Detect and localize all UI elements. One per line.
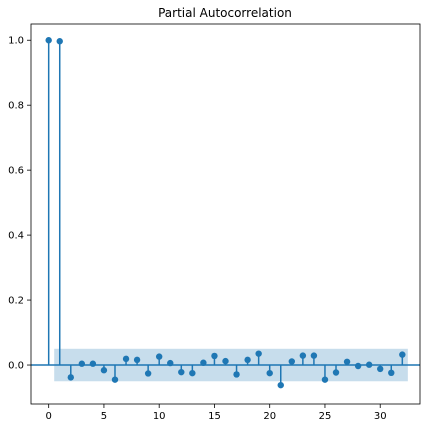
marker-lag-18	[244, 356, 251, 364]
marker-lag-13	[189, 369, 196, 377]
y-tick-label-0.2: 0.2	[8, 296, 24, 307]
marker-lag-32	[399, 351, 406, 358]
marker-layer	[45, 37, 406, 389]
marker-lag-17	[233, 371, 240, 378]
y-tick-label-1.0: 1.0	[8, 36, 24, 47]
marker-lag-30	[377, 365, 384, 373]
x-tick-label-0: 0	[45, 411, 51, 422]
marker-lag-3	[78, 360, 86, 367]
x-tick-label-10: 10	[153, 411, 166, 422]
marker-lag-26	[332, 369, 340, 376]
axes: 0 5 10 15 20 25 30 0.0 0.2 0.4 0.6 0.8 1.0	[8, 23, 421, 422]
marker-lag-31	[388, 369, 395, 377]
marker-lag-25	[321, 376, 329, 383]
marker-lag-29	[365, 361, 373, 368]
marker-lag-6	[111, 376, 119, 383]
y-tick-label-0.8: 0.8	[8, 101, 24, 112]
x-tick-label-30: 30	[374, 411, 387, 422]
marker-lag-23	[299, 352, 307, 359]
marker-lag-1	[56, 38, 63, 45]
y-tick-label-0.0: 0.0	[8, 361, 24, 372]
y-tick-label-0.4: 0.4	[8, 231, 24, 242]
x-tick-label-25: 25	[319, 411, 332, 422]
x-tick-label-5: 5	[101, 411, 107, 422]
marker-lag-19	[255, 350, 262, 357]
x-tick-label-15: 15	[208, 411, 221, 422]
marker-lag-15	[211, 352, 218, 360]
marker-lag-14	[200, 359, 207, 366]
y-tick-label-0.6: 0.6	[8, 166, 24, 177]
marker-lag-21	[277, 381, 284, 389]
marker-lag-8	[133, 356, 141, 364]
chart-title: Partial Autocorrelation	[158, 6, 292, 20]
marker-lag-7	[122, 355, 130, 363]
marker-lag-2	[67, 374, 74, 381]
marker-lag-20	[266, 369, 273, 377]
plot-frame	[30, 23, 421, 405]
marker-lag-22	[288, 358, 296, 365]
marker-lag-24	[310, 352, 318, 359]
marker-lag-12	[178, 368, 185, 376]
marker-lag-9	[144, 370, 152, 377]
marker-lag-27	[343, 358, 351, 365]
marker-lag-4	[89, 360, 97, 367]
stem-layer	[47, 40, 404, 386]
marker-lag-0	[45, 37, 52, 44]
marker-lag-10	[155, 353, 163, 360]
marker-lag-11	[167, 359, 174, 367]
marker-lag-16	[222, 357, 229, 365]
x-tick-label-20: 20	[263, 411, 276, 422]
marker-lag-5	[100, 367, 108, 374]
marker-lag-28	[354, 362, 362, 370]
